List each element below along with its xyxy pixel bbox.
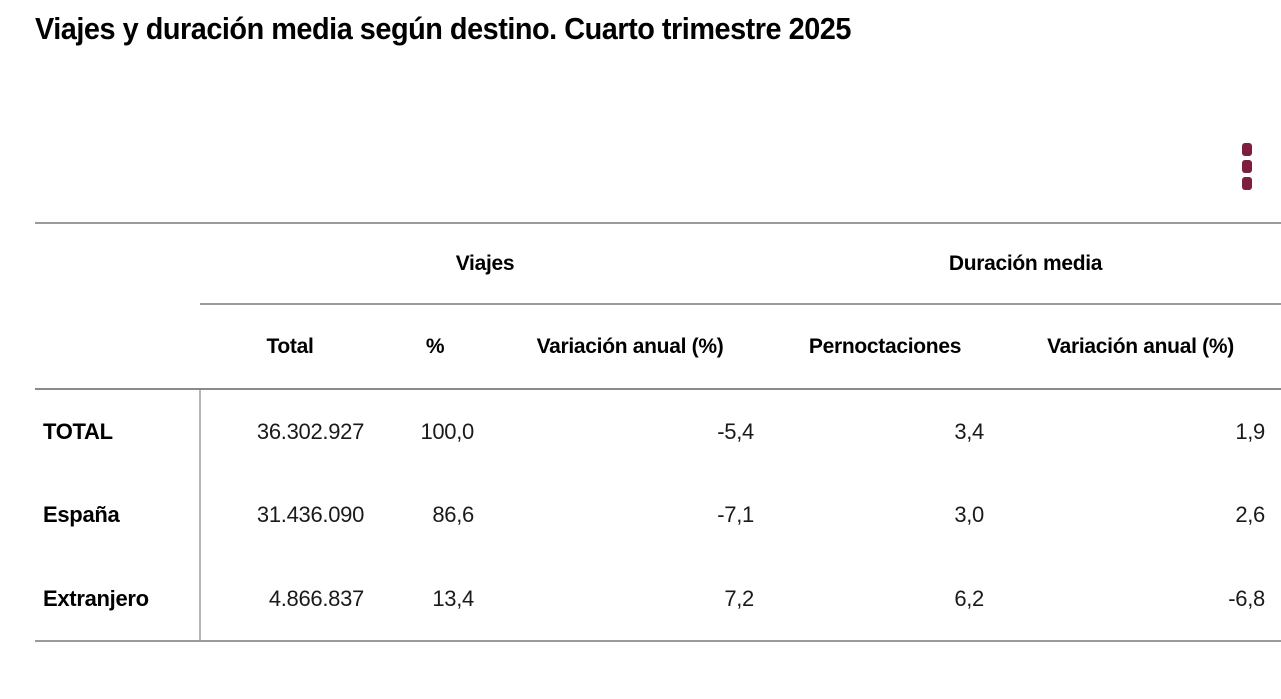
stats-table: Viajes Duración media Total % Variación … — [35, 222, 1281, 642]
kebab-dot-icon — [1242, 142, 1252, 156]
group-header-row: Viajes Duración media — [35, 222, 1281, 305]
cell-espana-viajes-pct: 86,6 — [432, 502, 474, 527]
cell-espana-viajes-variacion: -7,1 — [717, 502, 754, 527]
column-header-total: Total — [200, 304, 380, 390]
group-header-viajes: Viajes — [200, 222, 770, 305]
kebab-dot-icon — [1242, 159, 1252, 173]
group-header-duracion-media: Duración media — [770, 222, 1281, 305]
column-header-pernoctaciones: Pernoctaciones — [770, 304, 1000, 390]
cell-total-viajes-total: 36.302.927 — [256, 418, 364, 444]
cell-extranjero-viajes-total: 4.866.837 — [200, 557, 380, 642]
table-row-total: TOTAL 36.302.927 100,0 -5,4 3,4 1,9 — [35, 389, 1281, 473]
row-label-espana: España — [35, 473, 201, 557]
cell-espana-viajes-total: 31.436.090 — [256, 502, 364, 527]
cell-extranjero-viajes-pct: 13,4 — [380, 557, 490, 642]
row-label-extranjero: Extranjero — [35, 557, 201, 642]
kebab-dot-icon — [1242, 176, 1252, 190]
cell-espana-duracion-variacion: 2,6 — [1235, 502, 1265, 527]
table-row-extranjero: Extranjero 4.866.837 13,4 7,2 6,2 -6,8 — [35, 557, 1281, 642]
kebab-menu-button[interactable] — [1235, 134, 1259, 198]
column-header-variacion-anual-duracion: Variación anual (%) — [1000, 304, 1281, 390]
cell-espana-pernoctaciones: 3,0 — [954, 502, 984, 527]
cell-extranjero-viajes-variacion: 7,2 — [490, 557, 770, 642]
column-header-row: Total % Variación anual (%) Pernoctacion… — [35, 304, 1281, 390]
cell-total-pernoctaciones: 3,4 — [954, 418, 984, 444]
cell-extranjero-duracion-variacion: -6,8 — [1000, 557, 1281, 642]
table-row-espana: España 31.436.090 86,6 -7,1 3,0 2,6 — [35, 473, 1281, 557]
stats-table-container: Viajes Duración media Total % Variación … — [35, 222, 1281, 642]
cell-extranjero-pernoctaciones: 6,2 — [770, 557, 1000, 642]
group-header-spacer — [35, 222, 200, 304]
row-label-total: TOTAL — [35, 389, 201, 473]
cell-total-viajes-pct: 100,0 — [420, 418, 474, 444]
page-title: Viajes y duración media según destino. C… — [35, 11, 851, 46]
cell-total-viajes-variacion: -5,4 — [717, 418, 754, 444]
column-header-pct: % — [380, 304, 490, 390]
column-header-variacion-anual-viajes: Variación anual (%) — [490, 304, 770, 390]
column-header-spacer — [35, 304, 200, 390]
cell-total-duracion-variacion: 1,9 — [1235, 418, 1265, 444]
